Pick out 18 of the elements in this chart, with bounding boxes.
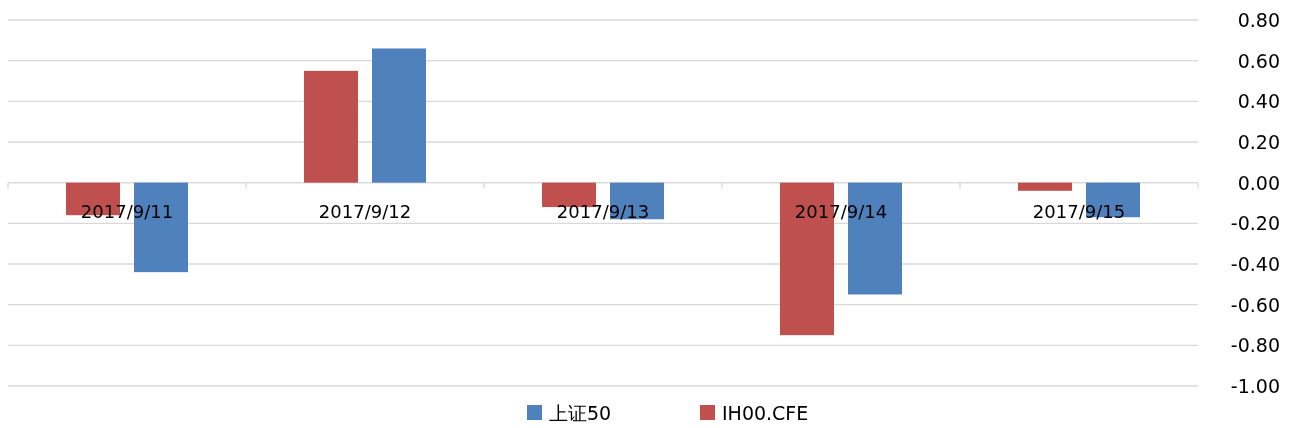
y-tick-label: -0.20: [1230, 212, 1280, 235]
bar: [1018, 182, 1072, 191]
x-tick-label: 2017/9/11: [80, 200, 174, 222]
bar: [372, 48, 426, 183]
x-tick-label: 2017/9/14: [794, 200, 888, 222]
legend-label: IH00.CFE: [722, 402, 809, 424]
y-tick-label: 0.80: [1237, 9, 1280, 31]
y-tick-label: -0.40: [1230, 253, 1280, 275]
y-tick-label: -0.80: [1230, 334, 1280, 357]
y-tick-label: -0.60: [1230, 293, 1280, 316]
x-tick-label: 2017/9/12: [318, 200, 412, 222]
bar: [304, 70, 358, 183]
y-tick-label: -1.00: [1230, 375, 1280, 397]
y-tick-label: 0.20: [1237, 131, 1280, 153]
y-tick-label: 0.60: [1237, 49, 1280, 72]
legend-label: 上证50: [549, 402, 612, 424]
y-tick-label: 0.00: [1237, 171, 1280, 194]
y-tick-label: 0.40: [1237, 90, 1280, 113]
